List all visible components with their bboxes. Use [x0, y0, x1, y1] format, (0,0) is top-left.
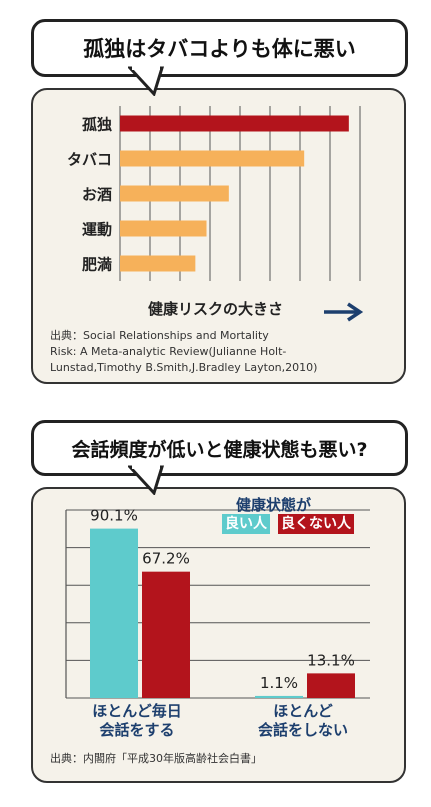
chart2-callout-tail [128, 465, 165, 495]
chart1-bar [120, 220, 207, 237]
chart2-bar [90, 528, 138, 698]
chart2-bar [307, 673, 355, 698]
chart2-bar [255, 695, 303, 698]
chart1-category-label: お酒 [82, 186, 112, 204]
chart1-bar [120, 115, 349, 132]
chart2-data-label: 90.1% [90, 507, 138, 525]
arrow-right-icon [324, 302, 364, 322]
chart2-data-label: 1.1% [260, 674, 298, 692]
chart1-category-label: 肥満 [82, 256, 112, 274]
chart1-category-label: タバコ [67, 151, 112, 169]
chart1-callout-tail [128, 66, 165, 96]
legend-title: 健康状態が [236, 496, 312, 514]
chart1-panel [31, 88, 406, 384]
chart1-title: 孤独はタバコよりも体に悪い [31, 19, 408, 77]
category-label-daily: ほとんど毎日 会話をする [92, 702, 182, 739]
category-label-rare: ほとんど 会話をしない [257, 702, 348, 739]
chart1-category-label: 孤独 [82, 116, 112, 134]
legend-item-bad: 良くない人 [278, 514, 354, 534]
chart2-data-label: 13.1% [307, 651, 355, 669]
chart1-bar [120, 150, 305, 167]
chart1-source: 出典：Social Relationships and Mortality Ri… [50, 329, 318, 374]
chart1-xlabel: 健康リスクの大きさ [148, 300, 284, 318]
chart2-data-label: 67.2% [142, 550, 190, 568]
chart2-bar [142, 571, 190, 698]
chart2-title: 会話頻度が低いと健康状態も悪い? [31, 420, 408, 476]
chart1-bar [120, 185, 229, 202]
legend-item-good: 良い人 [222, 514, 270, 534]
chart2-source: 出典：内閣府「平成30年版高齢社会白書」 [50, 752, 262, 765]
chart1-bar [120, 255, 196, 272]
chart1-category-label: 運動 [82, 221, 112, 239]
